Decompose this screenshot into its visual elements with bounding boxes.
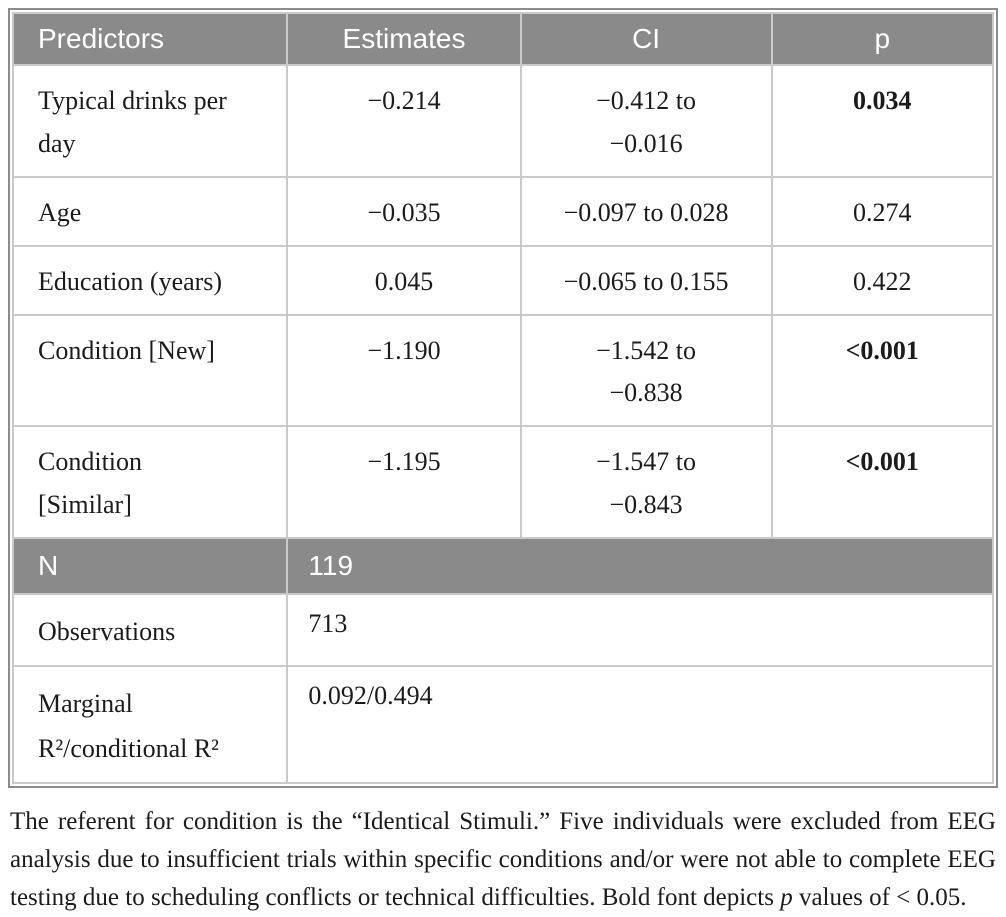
cell-predictor: Education (years) xyxy=(11,244,289,316)
cell-ci: −0.412 to −0.016 xyxy=(519,64,773,178)
summary-label-r-squared: Marginal R²/conditional R² xyxy=(11,664,289,784)
table-header-row: Predictors Estimates CI p xyxy=(11,12,994,66)
cell-predictor: Typical drinks per day xyxy=(11,64,289,178)
summary-row-r-squared: Marginal R²/conditional R² 0.092/0.494 xyxy=(11,664,994,784)
header-p: p xyxy=(770,12,994,66)
cell-p-value: 0.034 xyxy=(770,64,994,178)
cell-p-value: <0.001 xyxy=(770,313,994,428)
cell-ci: −1.542 to −0.838 xyxy=(519,313,773,428)
cell-ci: −1.547 to −0.843 xyxy=(519,425,773,540)
cell-ci: −0.065 to 0.155 xyxy=(519,244,773,316)
cell-p-value: 0.422 xyxy=(770,244,994,316)
cell-predictor: Condition [New] xyxy=(11,313,289,428)
table-row-condition-similar: Condition [Similar] −1.195 −1.547 to −0.… xyxy=(11,425,994,540)
summary-label-n: N xyxy=(11,537,289,596)
table-footnote: The referent for condition is the “Ident… xyxy=(8,803,998,917)
header-predictors: Predictors xyxy=(11,12,289,66)
cell-p-value: 0.274 xyxy=(770,175,994,247)
summary-value-r-squared: 0.092/0.494 xyxy=(286,664,994,784)
cell-p-value: <0.001 xyxy=(770,425,994,540)
summary-row-n: N 119 xyxy=(11,537,994,596)
table-row-condition-new: Condition [New] −1.190 −1.542 to −0.838 … xyxy=(11,313,994,428)
cell-estimate: −1.190 xyxy=(286,313,522,428)
cell-estimate: −0.035 xyxy=(286,175,522,247)
header-estimates: Estimates xyxy=(286,12,522,66)
header-ci: CI xyxy=(519,12,773,66)
cell-predictor: Condition [Similar] xyxy=(11,425,289,540)
cell-estimate: −0.214 xyxy=(286,64,522,178)
table-row-age: Age −0.035 −0.097 to 0.028 0.274 xyxy=(11,175,994,247)
summary-value-n: 119 xyxy=(286,537,994,596)
cell-estimate: −1.195 xyxy=(286,425,522,540)
summary-row-observations: Observations 713 xyxy=(11,593,994,667)
summary-label-observations: Observations xyxy=(11,593,289,667)
cell-ci: −0.097 to 0.028 xyxy=(519,175,773,247)
regression-table: Predictors Estimates CI p Typical drinks… xyxy=(8,8,998,788)
regression-table-grid: Predictors Estimates CI p Typical drinks… xyxy=(11,12,994,784)
cell-estimate: 0.045 xyxy=(286,244,522,316)
table-row-education: Education (years) 0.045 −0.065 to 0.155 … xyxy=(11,244,994,316)
cell-predictor: Age xyxy=(11,175,289,247)
summary-value-observations: 713 xyxy=(286,593,994,667)
table-row-typical-drinks: Typical drinks per day −0.214 −0.412 to … xyxy=(11,64,994,178)
